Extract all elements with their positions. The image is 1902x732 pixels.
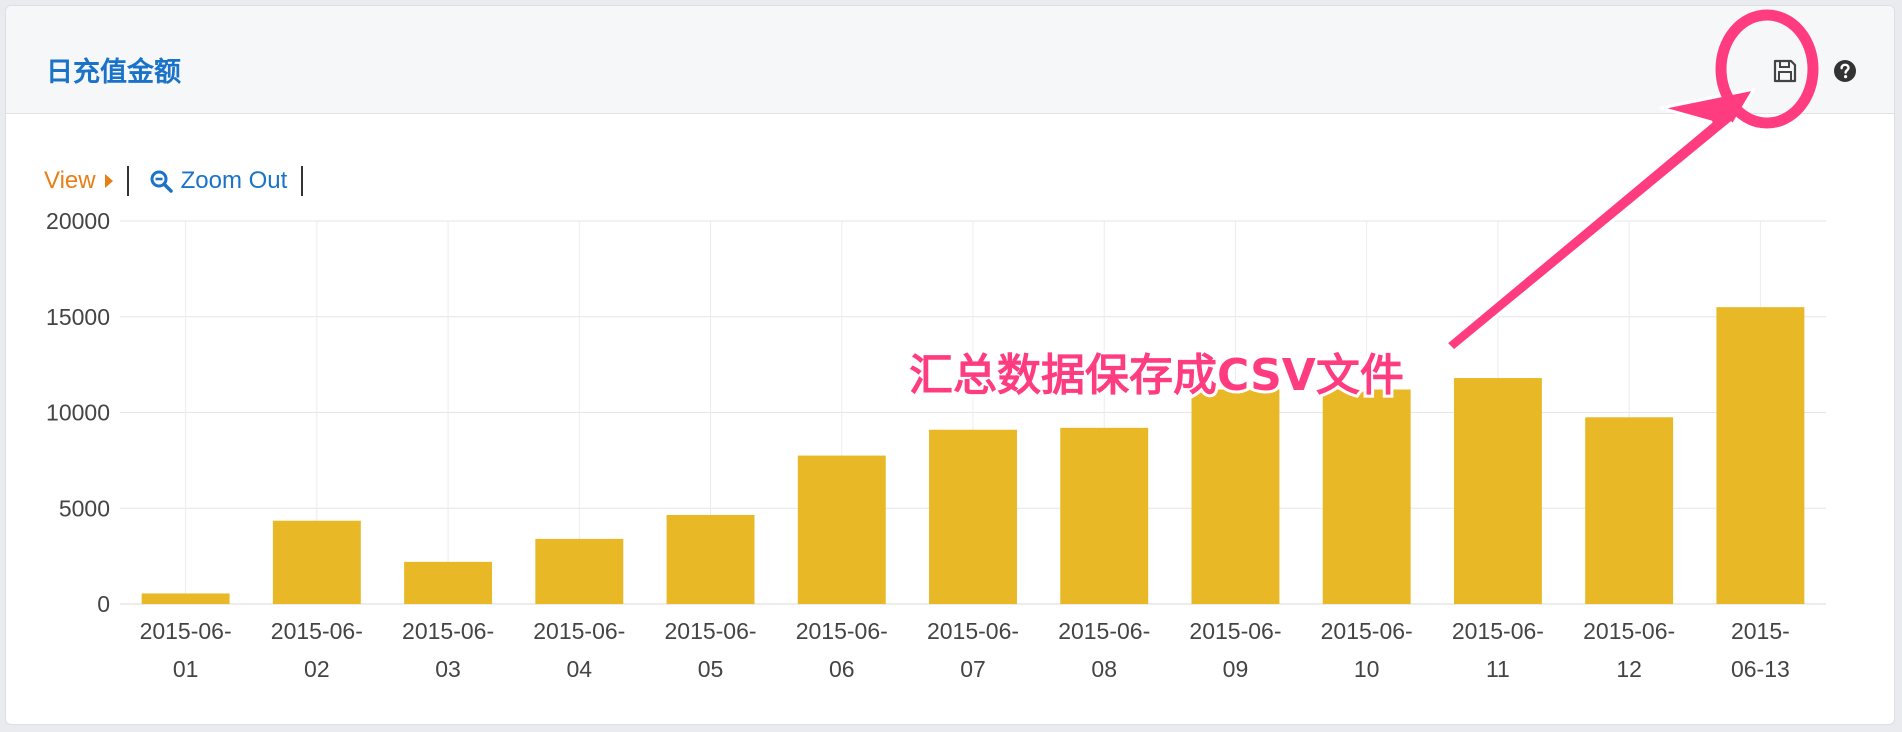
view-label: View	[44, 167, 96, 194]
bar	[141, 593, 230, 604]
bar	[1585, 417, 1674, 604]
chart-toolbar: View Zoom Out	[44, 164, 317, 198]
y-tick-label: 5000	[59, 495, 110, 521]
x-tick-label: 2015-06-06	[796, 618, 888, 682]
bar	[1716, 307, 1805, 604]
x-tick-label: 2015-06-01	[140, 618, 232, 682]
annotation-arrow	[1444, 87, 1756, 353]
question-circle-icon[interactable]	[1833, 59, 1857, 83]
zoom-out-icon	[150, 170, 173, 193]
bar	[535, 538, 624, 604]
x-tick-label: 2015-06-13	[1731, 618, 1790, 682]
bar	[1191, 389, 1280, 604]
chart-panel: 日充值金额 View Zoom Out	[5, 5, 1895, 725]
zoom-out-button[interactable]: Zoom Out	[143, 167, 288, 195]
y-tick-label: 0	[97, 591, 110, 617]
y-tick-label: 15000	[46, 304, 110, 330]
annotation-text: 汇总数据保存成CSV文件	[909, 350, 1404, 401]
toolbar-divider	[126, 166, 129, 196]
bar	[1060, 427, 1149, 604]
x-tick-label: 2015-06-02	[271, 618, 363, 682]
x-tick-label: 2015-06-12	[1583, 618, 1675, 682]
x-tick-label: 2015-06-09	[1189, 618, 1281, 682]
x-tick-label: 2015-06-03	[402, 618, 494, 682]
annotation-layer: 汇总数据保存成CSV文件	[906, 9, 1819, 404]
x-tick-label: 2015-06-10	[1321, 618, 1413, 682]
caret-right-icon	[104, 174, 113, 188]
bar	[404, 561, 493, 604]
chart-bars	[141, 307, 1805, 604]
toolbar-divider-2	[301, 166, 304, 196]
panel-header: 日充值金额	[6, 6, 1894, 114]
bar	[1322, 389, 1411, 604]
floppy-disk-icon[interactable]	[1772, 58, 1798, 84]
annotation-circle	[1715, 9, 1819, 129]
x-tick-label: 2015-06-08	[1058, 618, 1150, 682]
y-axis-ticks: 0 5000 10000 15000 20000	[46, 208, 110, 617]
x-tick-label: 2015-06-05	[664, 618, 756, 682]
y-tick-label: 20000	[46, 208, 110, 234]
x-tick-label: 2015-06-04	[533, 618, 625, 682]
panel-title: 日充值金额	[46, 57, 181, 88]
bar	[929, 429, 1017, 604]
x-axis-ticks: 2015-06-01 2015-06-02 2015-06-03 2015-06-04…	[140, 618, 1790, 682]
x-tick-label: 2015-06-11	[1452, 618, 1544, 682]
bar	[272, 520, 361, 604]
y-tick-label: 10000	[46, 400, 110, 426]
bar	[666, 514, 755, 604]
bar	[1453, 378, 1542, 604]
bar	[797, 455, 886, 604]
view-menu-button[interactable]: View	[44, 167, 113, 195]
x-tick-label: 2015-06-07	[927, 618, 1019, 682]
zoom-out-label: Zoom Out	[180, 167, 288, 194]
